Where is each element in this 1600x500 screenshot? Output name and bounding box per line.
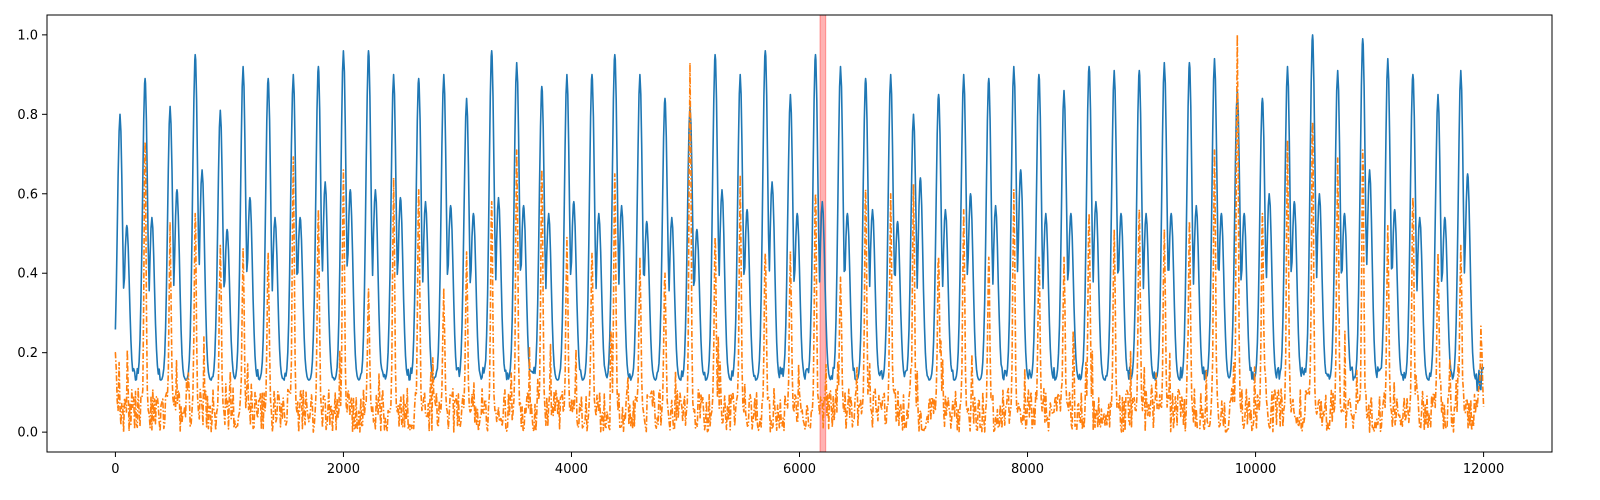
plot-background [47, 15, 1552, 452]
x-tick-label: 0 [111, 462, 119, 477]
y-tick-label: 0.4 [17, 267, 38, 282]
y-tick-label: 1.0 [17, 28, 38, 43]
x-tick-label: 2000 [327, 462, 360, 477]
series-line-2 [114, 34, 1485, 433]
x-tick-label: 10000 [1235, 462, 1276, 477]
series-layer [114, 34, 1485, 433]
axes: 0 2000 4000 6000 8000 10000 12000 0.0 0.2 0.4 0.6 0… [17, 14, 1553, 477]
y-tick-label: 0.0 [17, 426, 38, 441]
y-tick-label: 0.6 [17, 187, 38, 202]
y-tick-label: 0.8 [17, 108, 38, 123]
x-tick-label: 6000 [783, 462, 816, 477]
x-tick-label: 4000 [555, 462, 588, 477]
plot-area [47, 15, 1552, 452]
x-tick-label: 12000 [1463, 462, 1504, 477]
x-tick-label: 8000 [1011, 462, 1044, 477]
y-tick-label: 0.2 [17, 346, 38, 361]
